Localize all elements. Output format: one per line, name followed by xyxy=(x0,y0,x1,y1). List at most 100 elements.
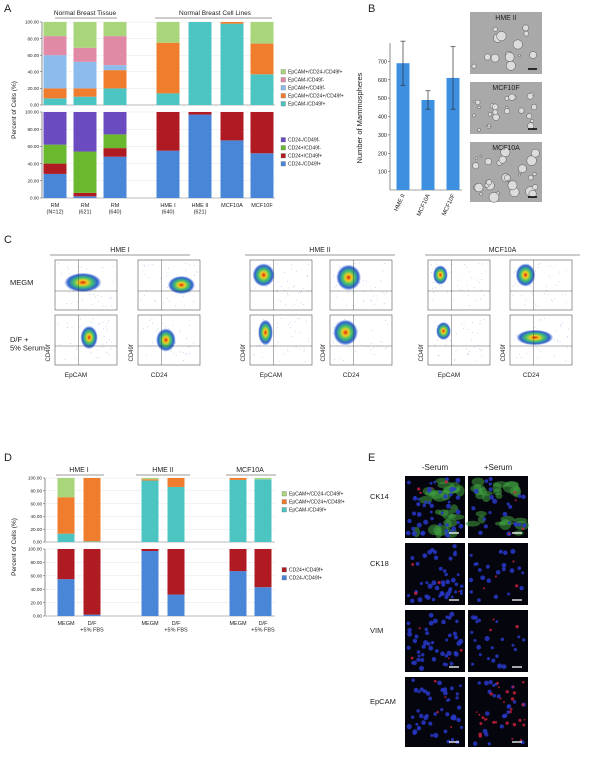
event-dot xyxy=(467,353,469,355)
event-dot xyxy=(172,353,174,355)
nucleus xyxy=(412,638,418,644)
nucleus xyxy=(506,710,511,715)
marker-stain xyxy=(512,691,517,695)
event-dot xyxy=(300,291,302,293)
event-dot xyxy=(355,351,356,353)
event-dot xyxy=(468,271,470,273)
nucleus xyxy=(454,582,459,587)
event-dot xyxy=(113,281,115,282)
event-dot xyxy=(287,324,289,326)
event-dot xyxy=(306,275,308,277)
event-dot xyxy=(151,263,153,265)
event-dot xyxy=(536,357,538,359)
nucleus xyxy=(434,649,439,653)
y-tick-label: 40.00 xyxy=(28,161,40,166)
event-dot xyxy=(165,326,166,328)
nucleus xyxy=(473,488,479,494)
event-dot xyxy=(299,332,301,334)
event-dot xyxy=(186,353,188,355)
marker-stain xyxy=(521,680,525,684)
nucleus xyxy=(446,650,452,656)
event-dot xyxy=(339,266,341,268)
bar-segment xyxy=(73,192,97,197)
bar-segment xyxy=(57,497,75,534)
event-dot xyxy=(298,292,299,294)
event-dot xyxy=(460,323,462,324)
panel-label: D xyxy=(4,452,12,464)
nucleus xyxy=(492,498,498,504)
event-dot xyxy=(432,288,434,289)
event-dot xyxy=(481,349,483,351)
event-dot xyxy=(559,341,561,343)
event-dot xyxy=(182,352,184,353)
nucleus xyxy=(432,618,438,624)
nucleus xyxy=(433,732,439,738)
event-dot xyxy=(185,263,187,264)
event-dot xyxy=(463,325,465,327)
event-dot xyxy=(57,262,59,264)
sphere xyxy=(500,147,511,158)
nucleus xyxy=(458,523,464,529)
nucleus xyxy=(420,658,425,663)
event-dot xyxy=(103,336,105,338)
event-dot xyxy=(471,332,473,333)
event-dot xyxy=(348,292,349,294)
event-dot xyxy=(285,304,286,306)
event-dot xyxy=(179,330,181,331)
event-dot xyxy=(99,323,101,325)
nucleus xyxy=(510,548,516,554)
event-dot xyxy=(282,353,284,355)
nucleus xyxy=(519,585,524,591)
event-dot xyxy=(335,295,337,297)
cytoplasm-stain xyxy=(465,520,480,527)
bar-segment xyxy=(103,148,127,157)
event-dot xyxy=(255,330,257,332)
sphere xyxy=(528,175,534,181)
event-dot xyxy=(458,279,459,281)
density xyxy=(64,272,102,293)
bar-segment xyxy=(57,478,75,498)
nucleus xyxy=(410,715,415,719)
event-dot xyxy=(339,357,341,359)
event-dot xyxy=(514,281,516,282)
event-dot xyxy=(480,290,482,291)
event-dot xyxy=(76,349,77,350)
event-dot xyxy=(385,291,387,293)
x-tick-label: RM (N=12) xyxy=(47,203,64,215)
density xyxy=(336,264,361,291)
event-dot xyxy=(296,318,298,319)
nucleus xyxy=(411,678,415,682)
nucleus xyxy=(438,594,442,598)
nucleus xyxy=(482,728,488,734)
marker-stain xyxy=(498,686,500,689)
nucleus xyxy=(416,657,421,662)
x-tick-label: MCF10A xyxy=(221,203,243,209)
event-dot xyxy=(307,338,309,340)
y-tick-label: 100 xyxy=(378,170,387,176)
x-tick-label: D/F +5% FBS xyxy=(80,621,104,633)
event-dot xyxy=(277,263,279,265)
event-dot xyxy=(436,263,438,265)
event-dot xyxy=(289,327,291,329)
bar-segment xyxy=(167,478,185,487)
event-dot xyxy=(194,265,195,266)
nucleus xyxy=(433,480,437,484)
x-axis-label: EpCAM xyxy=(65,372,87,379)
nucleus xyxy=(453,550,457,554)
event-dot xyxy=(363,301,365,303)
event-dot xyxy=(536,347,537,349)
event-dot xyxy=(518,353,520,355)
row-label: EpCAM xyxy=(370,697,396,706)
sphere xyxy=(504,108,511,115)
nucleus xyxy=(407,627,412,633)
event-dot xyxy=(472,321,473,323)
nucleus xyxy=(407,631,413,637)
marker-stain xyxy=(433,679,437,683)
nucleus xyxy=(406,724,412,730)
y-tick-label: 100.00 xyxy=(25,110,39,115)
marker-stain xyxy=(417,487,421,491)
event-dot xyxy=(160,277,162,279)
y-axis-label: CD49f xyxy=(241,344,247,361)
nucleus xyxy=(440,651,445,657)
y-tick-label: 40.00 xyxy=(31,514,43,519)
